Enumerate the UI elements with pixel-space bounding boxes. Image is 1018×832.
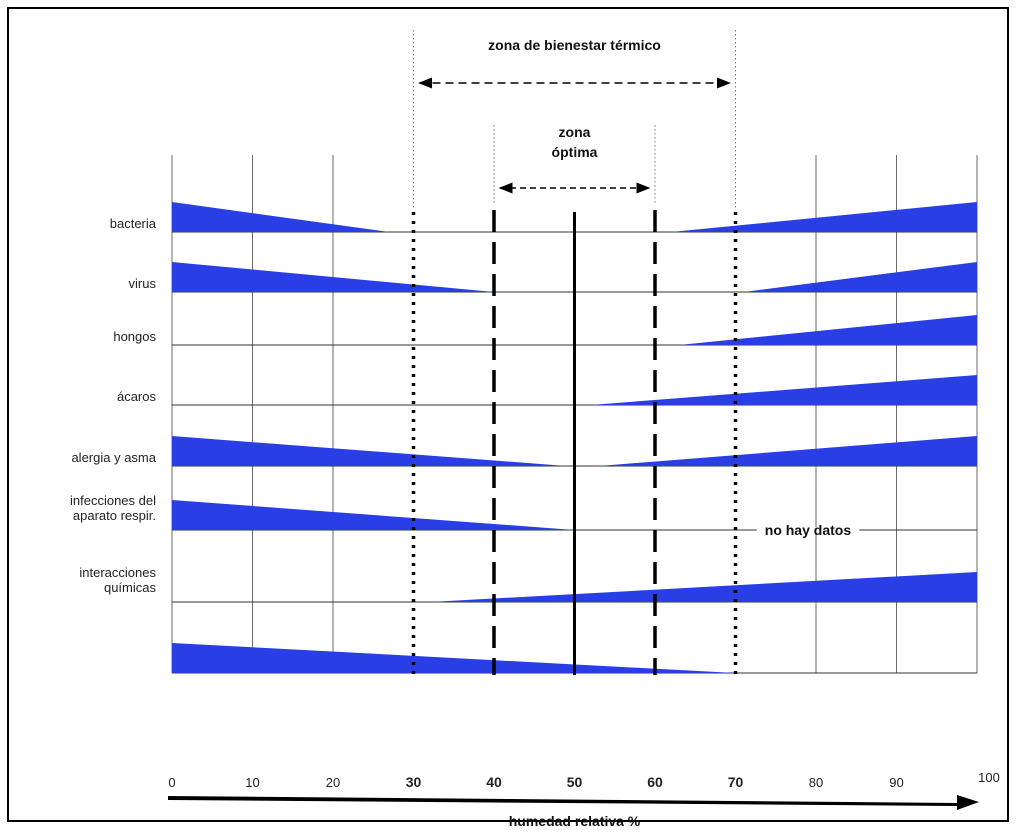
annotation-no-data: no hay datos	[765, 522, 852, 538]
wedge-left-5	[172, 500, 575, 530]
wedge-right-0	[671, 202, 977, 232]
wedge-left-4	[172, 436, 567, 466]
tick-label-50: 50	[567, 774, 583, 790]
tick-label-80: 80	[809, 775, 823, 790]
tick-label-0: 0	[168, 775, 175, 790]
row-label-5-0: infecciones del	[70, 493, 156, 508]
tick-label-40: 40	[486, 774, 502, 790]
tick-label-10: 10	[245, 775, 259, 790]
wedge-right-3	[590, 375, 977, 405]
wedge-right-2	[679, 315, 977, 345]
tick-label-90: 90	[889, 775, 903, 790]
row-label-2-0: hongos	[113, 329, 156, 344]
chart-frame	[7, 7, 1009, 822]
row-label-6-0: interacciones	[79, 565, 156, 580]
tick-label-70: 70	[728, 774, 744, 790]
tick-label-60: 60	[647, 774, 663, 790]
tick-label-100: 100	[978, 770, 1000, 785]
zone-thermal-label: zona de bienestar térmico	[488, 37, 661, 53]
wedge-right-1	[743, 262, 977, 292]
row-label-6-1: químicas	[104, 580, 157, 595]
wedge-left-7	[172, 643, 736, 673]
wedge-right-6	[429, 572, 978, 602]
row-label-4-0: alergia y asma	[71, 450, 156, 465]
zone-optimal-label-1: óptima	[552, 144, 598, 160]
zone-optimal-label-0: zona	[559, 124, 591, 140]
annotation-gap	[756, 527, 860, 533]
row-label-0-0: bacteria	[110, 216, 157, 231]
row-label-1-0: virus	[129, 276, 157, 291]
wedge-right-4	[598, 436, 977, 466]
tick-label-20: 20	[326, 775, 340, 790]
x-axis-label: humedad relativa %	[509, 813, 641, 829]
x-axis-arrow	[168, 795, 979, 810]
tick-label-30: 30	[406, 774, 422, 790]
row-label-3-0: ácaros	[117, 389, 157, 404]
row-label-5-1: aparato respir.	[73, 508, 156, 523]
wedge-left-0	[172, 202, 390, 232]
